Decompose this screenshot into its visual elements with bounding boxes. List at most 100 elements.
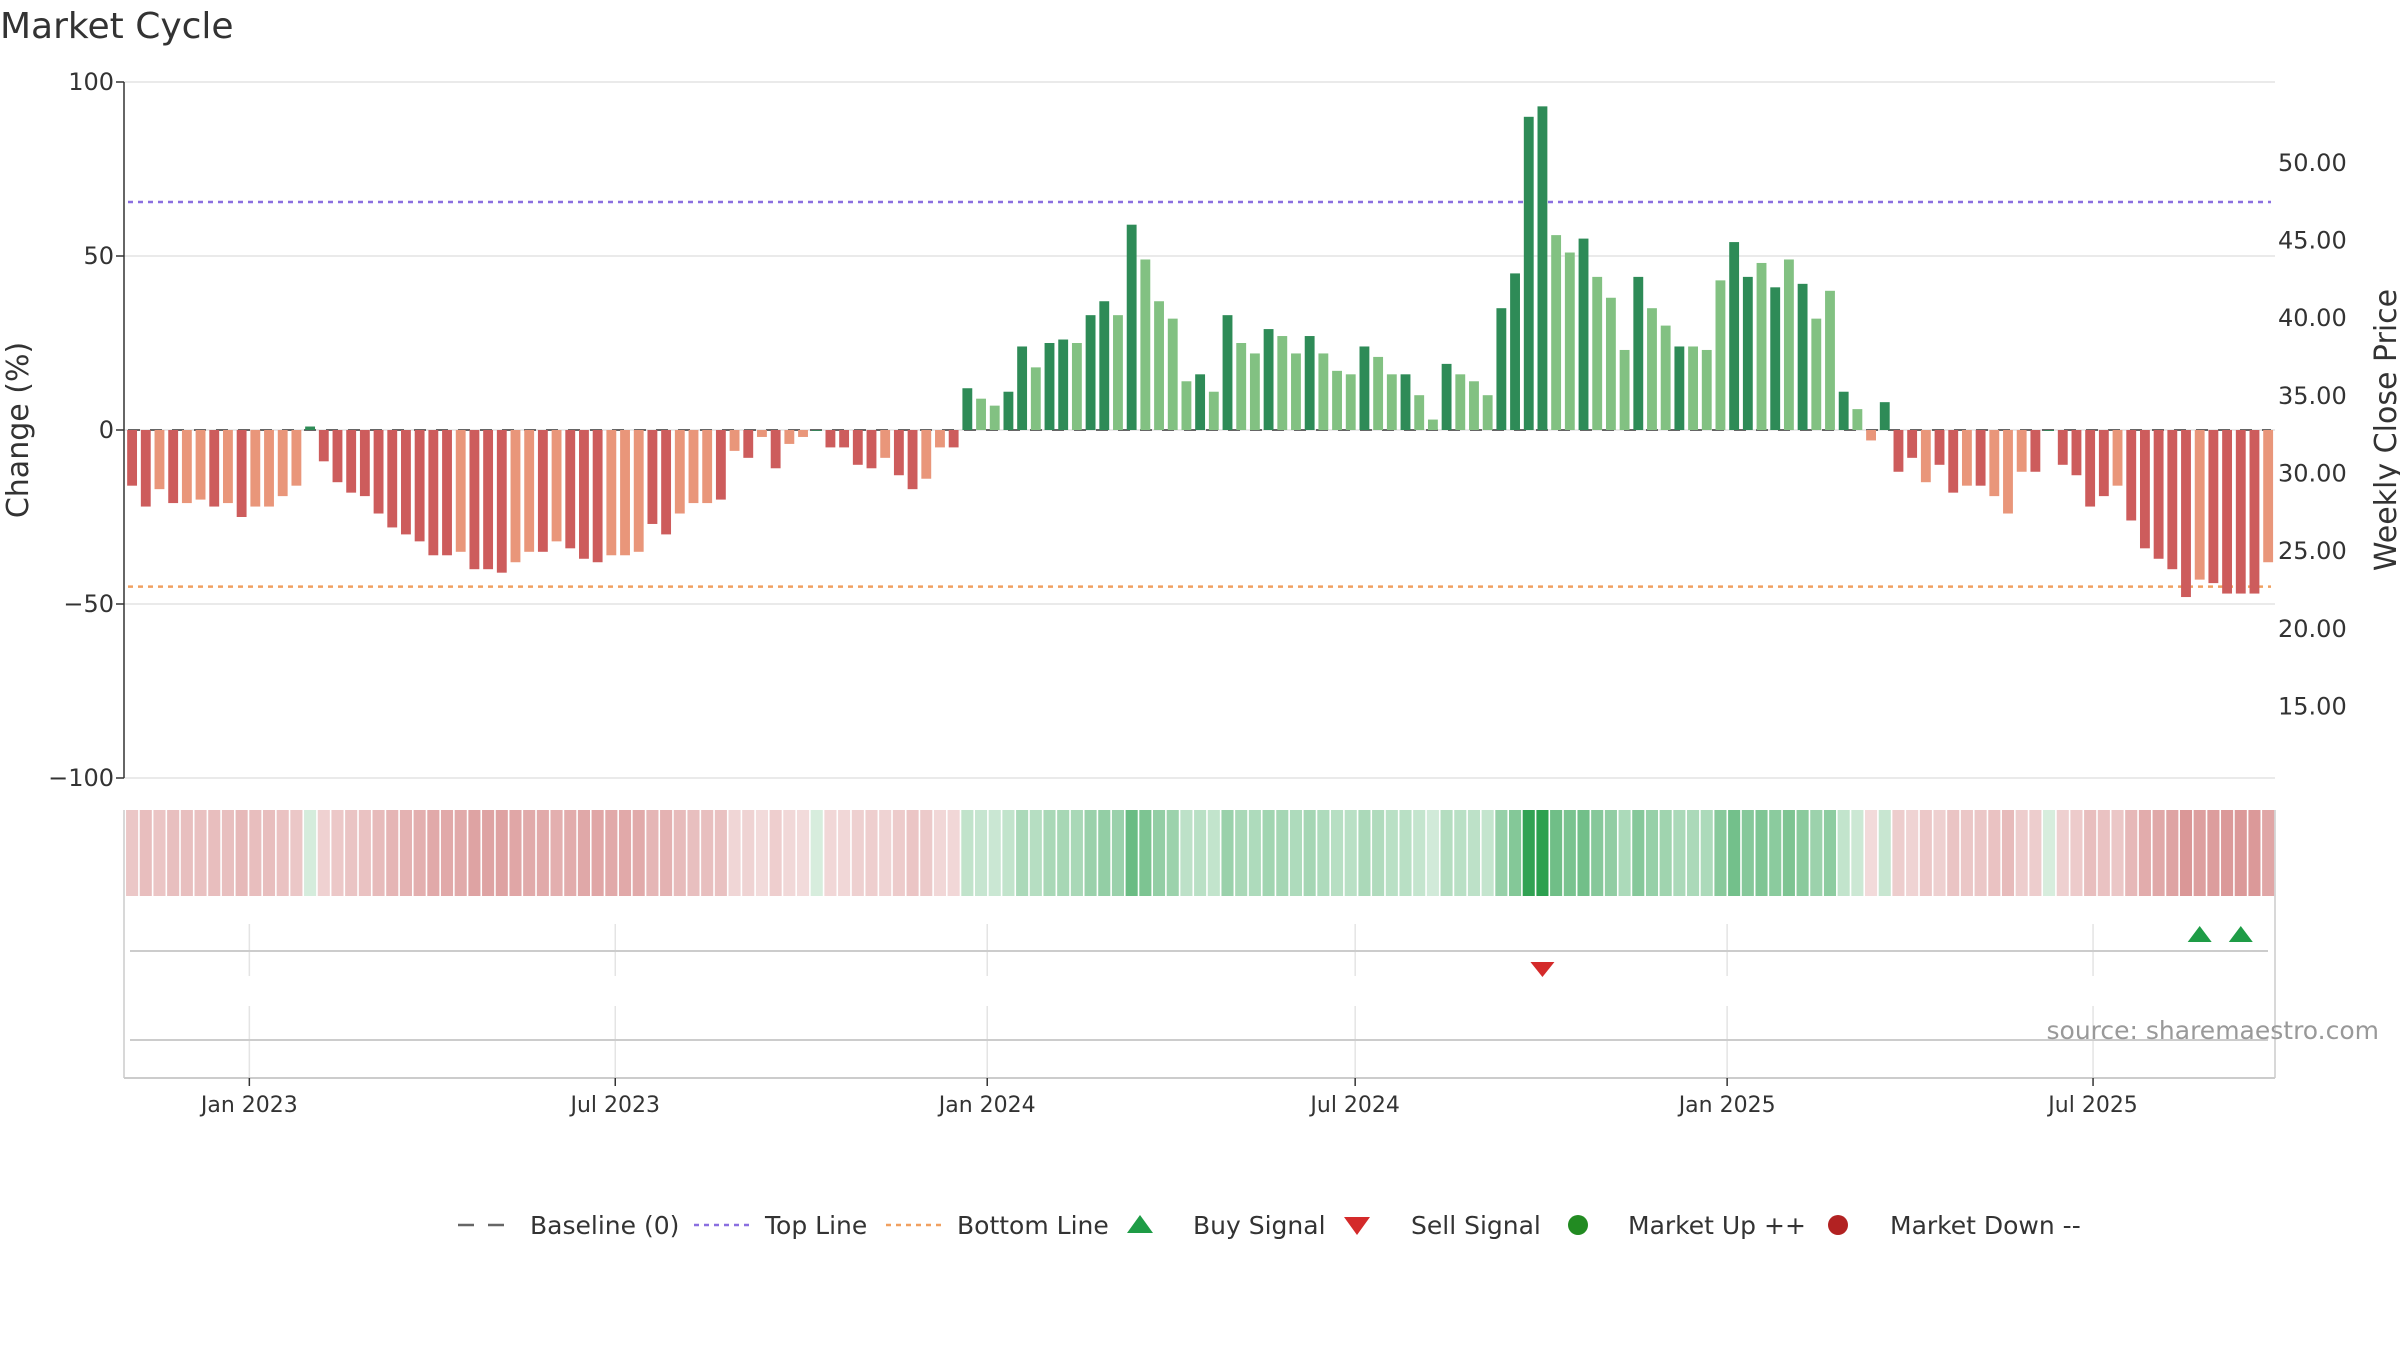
heat-cell: [1358, 810, 1371, 896]
change-bar: [2249, 430, 2260, 594]
heat-cell: [235, 810, 248, 896]
y-tick-label: 0: [99, 416, 114, 444]
change-bar: [2126, 430, 2137, 521]
change-bar: [332, 430, 343, 483]
heat-cell: [427, 810, 440, 896]
change-bar: [1277, 336, 1288, 430]
source-label: source: sharemaestro.com: [2047, 1016, 2380, 1045]
heat-cell: [358, 810, 371, 896]
change-bar: [674, 430, 685, 514]
heat-cell: [755, 810, 768, 896]
y2-tick-label: 35.00: [2278, 382, 2347, 410]
change-bar: [729, 430, 740, 451]
heat-cell: [1276, 810, 1289, 896]
heat-cell: [1632, 810, 1645, 896]
heat-cell: [605, 810, 618, 896]
heat-cell: [2234, 810, 2247, 896]
heat-cell: [769, 810, 782, 896]
legend-label: Market Down --: [1890, 1211, 2081, 1240]
heat-cell: [331, 810, 344, 896]
change-bar: [715, 430, 726, 500]
change-bar: [2057, 430, 2068, 465]
heat-cell: [1563, 810, 1576, 896]
grid-lines: [124, 81, 2275, 1078]
change-bar: [154, 430, 165, 490]
heat-cell: [1194, 810, 1207, 896]
change-bar: [140, 430, 151, 507]
change-bar: [469, 430, 480, 570]
change-bar: [1058, 339, 1069, 430]
change-bar: [2098, 430, 2109, 497]
heat-cell: [1810, 810, 1823, 896]
heat-cell: [1947, 810, 1960, 896]
change-bar: [1345, 374, 1356, 430]
heat-cell: [1714, 810, 1727, 896]
heat-cell: [2179, 810, 2193, 896]
change-bar: [907, 430, 918, 490]
chart-title: Market Cycle: [0, 6, 234, 47]
change-bar: [1455, 374, 1466, 430]
heat-cell: [2152, 810, 2165, 896]
heat-cell: [208, 810, 221, 896]
heat-cell: [577, 810, 590, 896]
heat-cell: [1399, 810, 1412, 896]
change-bar: [811, 430, 822, 431]
heat-cell: [687, 810, 700, 896]
heat-cell: [906, 810, 919, 896]
legend-swatch-sell: [1344, 1217, 1370, 1235]
change-bar: [2181, 430, 2191, 598]
change-bar: [1263, 329, 1274, 430]
change-bar: [852, 430, 863, 465]
heat-cell: [482, 810, 495, 896]
y-tick-labels: 100 50 0 −100 −50: [48, 68, 124, 792]
change-bar: [1783, 259, 1794, 430]
heat-cell: [1084, 810, 1097, 896]
change-bar: [989, 405, 1000, 430]
change-bar: [291, 430, 302, 486]
heat-cell: [1837, 810, 1850, 896]
change-bar: [428, 430, 439, 556]
heat-cell: [1878, 810, 1891, 896]
heat-cell: [167, 810, 180, 896]
legend: Baseline (0) Top Line Bottom Line Buy Signa…: [458, 1211, 2081, 1240]
heat-cell: [961, 810, 974, 896]
change-bar: [1441, 363, 1452, 430]
legend-label: Buy Signal: [1193, 1211, 1326, 1240]
change-bar: [1825, 290, 1835, 430]
heat-cell: [1111, 810, 1125, 896]
change-bar: [1126, 224, 1137, 430]
heat-cell: [1851, 810, 1864, 896]
change-bar: [537, 430, 548, 552]
change-bar: [1537, 106, 1548, 431]
heat-cell: [1823, 810, 1837, 896]
heat-cell: [1988, 810, 2001, 896]
change-bar: [277, 430, 288, 497]
x-tick-label: Jul 2025: [2046, 1093, 2138, 1118]
change-bar: [387, 430, 398, 528]
change-bar: [2194, 430, 2205, 580]
change-bar: [2016, 430, 2027, 472]
heat-cell: [509, 810, 522, 896]
change-bar: [1469, 381, 1479, 430]
legend-label: Sell Signal: [1411, 1211, 1541, 1240]
change-bar: [1030, 367, 1041, 430]
heat-cell: [2097, 810, 2110, 896]
change-bar: [442, 430, 452, 556]
heat-cell: [1317, 810, 1330, 896]
heat-cell: [2001, 810, 2015, 896]
change-bar: [1578, 238, 1589, 430]
change-bar: [1249, 353, 1260, 430]
change-bar: [1414, 395, 1425, 430]
change-bar: [633, 430, 644, 552]
change-bar: [661, 430, 672, 535]
heat-cell: [1248, 810, 1261, 896]
change-bar: [798, 430, 808, 437]
heat-cell: [440, 810, 454, 896]
heat-cell: [1481, 810, 1494, 896]
heat-cell: [1659, 810, 1672, 896]
heat-cell: [372, 810, 385, 896]
heat-cell: [1577, 810, 1590, 896]
heat-cell: [1385, 810, 1398, 896]
legend-item-buy: Buy Signal: [1127, 1211, 1326, 1240]
change-bar: [1934, 430, 1945, 465]
